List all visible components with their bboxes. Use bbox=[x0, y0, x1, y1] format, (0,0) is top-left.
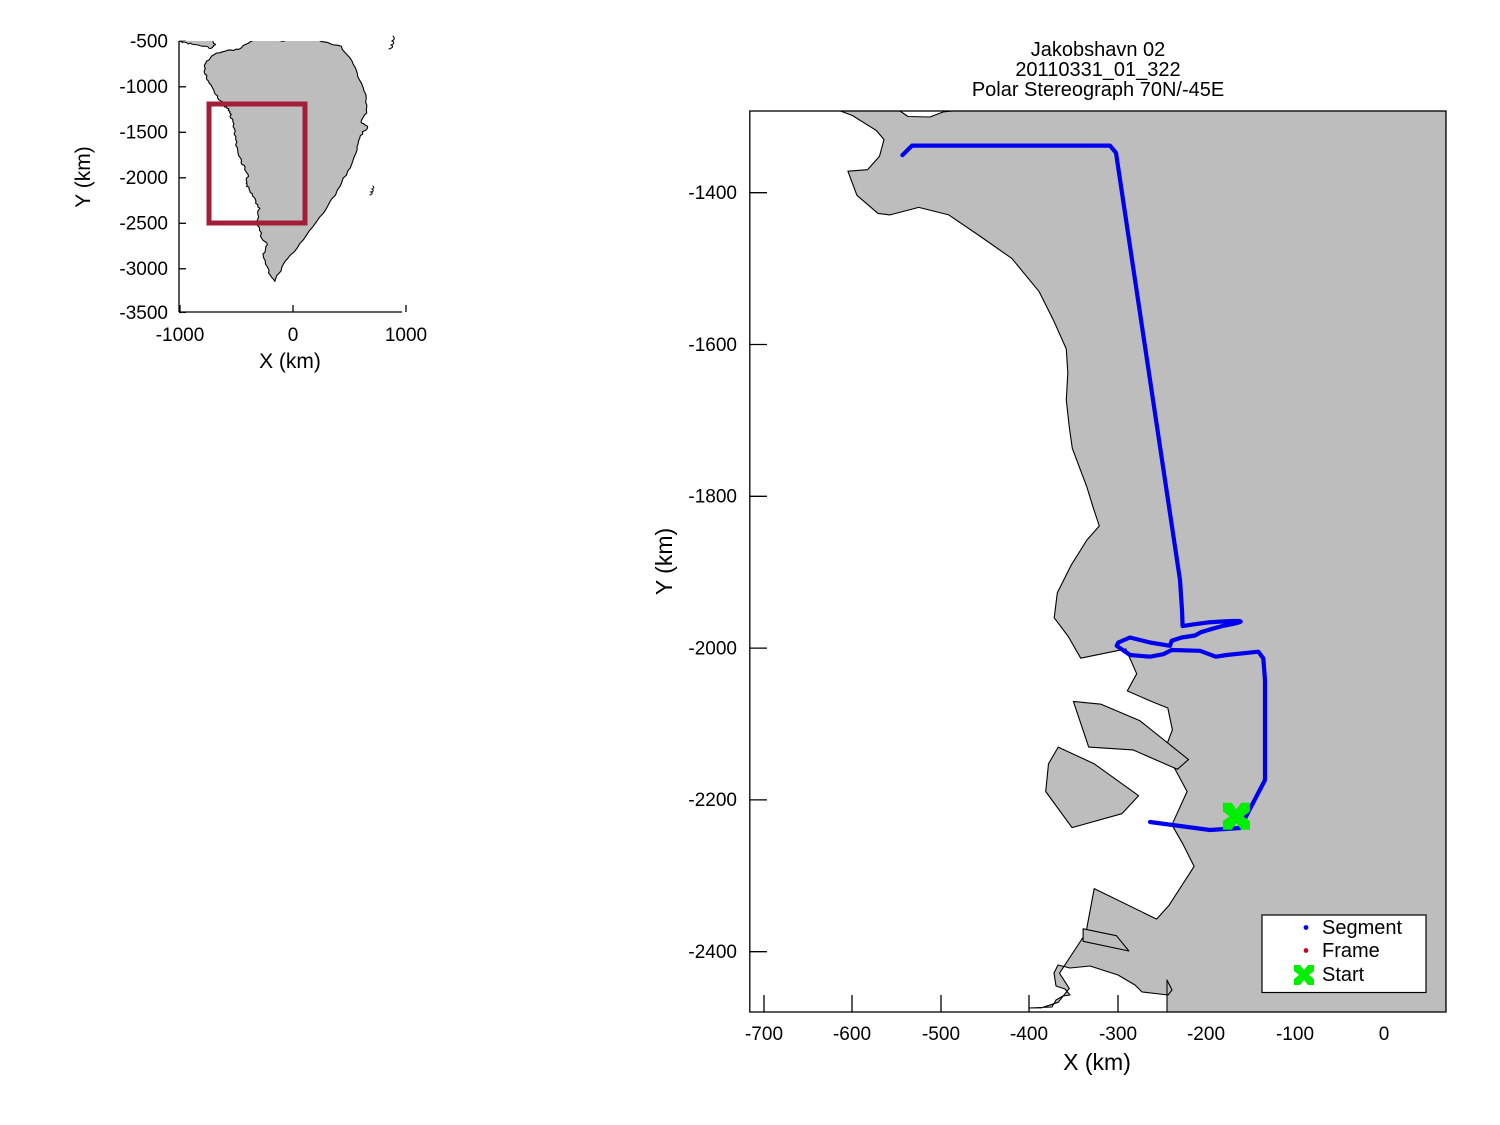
svg-text:-1000: -1000 bbox=[156, 325, 205, 346]
svg-text:-600: -600 bbox=[833, 1024, 871, 1045]
svg-text:X (km): X (km) bbox=[1063, 1049, 1131, 1075]
svg-text:-2000: -2000 bbox=[688, 638, 737, 659]
svg-text:-500: -500 bbox=[130, 32, 168, 53]
svg-text:Segment: Segment bbox=[1322, 917, 1402, 939]
svg-text:0: 0 bbox=[288, 325, 299, 346]
svg-text:X (km): X (km) bbox=[259, 350, 321, 373]
svg-text:-500: -500 bbox=[922, 1024, 960, 1045]
svg-text:-1000: -1000 bbox=[119, 77, 168, 98]
svg-text:Jakobshavn 02: Jakobshavn 02 bbox=[1031, 39, 1166, 61]
svg-text:-1800: -1800 bbox=[688, 487, 737, 508]
svg-text:-2200: -2200 bbox=[688, 790, 737, 811]
svg-text:-1600: -1600 bbox=[688, 335, 737, 356]
svg-text:-2000: -2000 bbox=[119, 168, 168, 189]
svg-text:1000: 1000 bbox=[385, 325, 427, 346]
svg-text:20110331_01_322: 20110331_01_322 bbox=[1015, 59, 1180, 81]
svg-text:Y (km): Y (km) bbox=[651, 528, 677, 595]
svg-text:-1500: -1500 bbox=[119, 123, 168, 144]
svg-text:-3500: -3500 bbox=[119, 303, 168, 324]
svg-text:-2500: -2500 bbox=[119, 214, 168, 235]
svg-text:-2400: -2400 bbox=[688, 942, 737, 963]
svg-text:-3000: -3000 bbox=[119, 259, 168, 280]
svg-text:-1400: -1400 bbox=[688, 183, 737, 204]
svg-text:-100: -100 bbox=[1276, 1024, 1314, 1045]
svg-text:Polar Stereograph 70N/-45E: Polar Stereograph 70N/-45E bbox=[972, 79, 1224, 101]
svg-text:-400: -400 bbox=[1010, 1024, 1048, 1045]
svg-text:Frame: Frame bbox=[1322, 940, 1380, 962]
svg-text:Y (km): Y (km) bbox=[72, 146, 95, 207]
svg-text:-200: -200 bbox=[1187, 1024, 1225, 1045]
svg-text:0: 0 bbox=[1379, 1024, 1390, 1045]
svg-text:Start: Start bbox=[1322, 964, 1365, 986]
svg-text:-700: -700 bbox=[745, 1024, 783, 1045]
svg-text:-300: -300 bbox=[1099, 1024, 1137, 1045]
